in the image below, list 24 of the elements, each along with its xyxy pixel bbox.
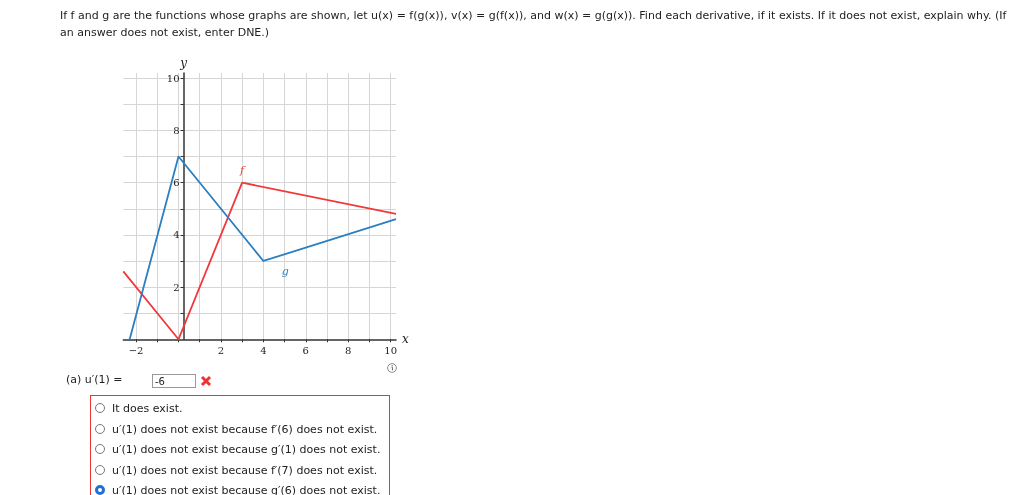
x-tick-label: 4 <box>260 344 267 356</box>
text: (a) u′(1) = <box>66 373 123 386</box>
y-tick-label: 6 <box>173 177 180 189</box>
line-series <box>122 181 397 341</box>
text: u′(1) does not exist because f′(6) does not exist. <box>112 422 378 437</box>
y-tick-label: 2 <box>173 281 180 293</box>
y-tick-label: 4 <box>173 229 180 241</box>
text: It does exist. <box>112 402 183 416</box>
x-tick-label: −2 <box>128 344 144 356</box>
text: u′(1) does not exist because f′(7) does not exist. <box>112 463 378 478</box>
series-label: g <box>281 264 289 278</box>
y-axis-title: y <box>179 56 188 70</box>
x-tick-label: 2 <box>217 344 225 356</box>
y-tick-label: 10 <box>166 72 180 84</box>
x-tick-label: 6 <box>302 344 309 356</box>
x-tick-label: 8 <box>345 344 352 356</box>
y-tick-label: 8 <box>173 124 180 136</box>
x-tick-label: 10 <box>384 344 398 356</box>
line-series <box>128 155 397 341</box>
text: If f and g are the functions whose graphs are shown, let u(x) = f(g(x)), v(x) = g(f(x)), and w(x) = g(g(x)). Find each derivative, if it exists. If it does not exist, explain why. (If an answer does not exist, enter DNE.) <box>60 8 1008 41</box>
x-axis-title: x <box>402 332 409 347</box>
answer-field: -6 <box>152 374 196 388</box>
series-label: f <box>239 163 247 177</box>
text: u′(1) does not exist because g′(1) does not exist. <box>112 443 381 457</box>
